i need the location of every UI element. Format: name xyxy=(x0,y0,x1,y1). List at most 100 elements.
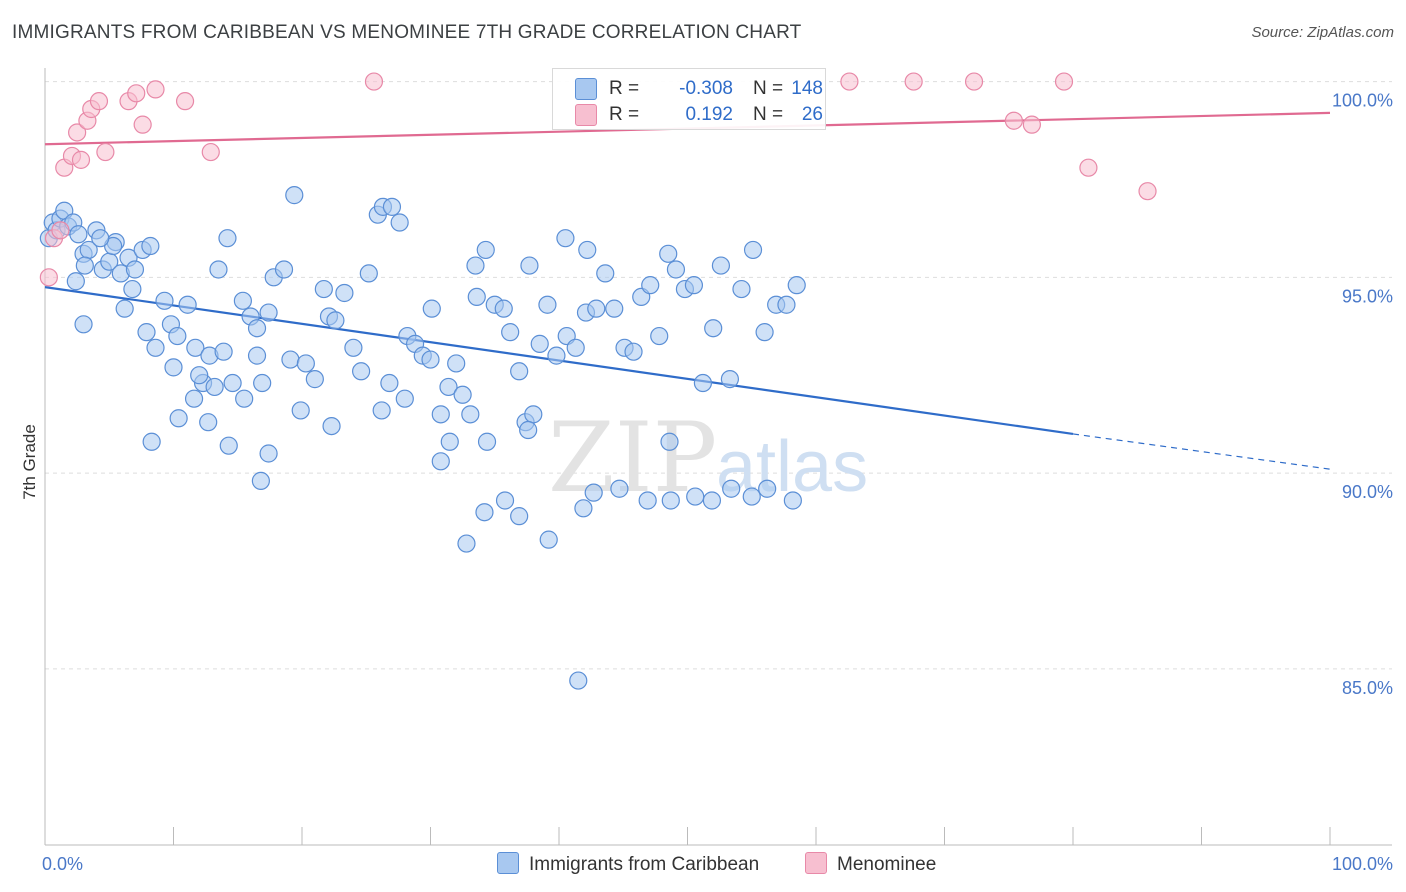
caribbean-point xyxy=(218,229,237,248)
legend-swatch-caribbean xyxy=(497,852,519,874)
menominee-point xyxy=(201,142,220,162)
caribbean-point xyxy=(247,346,267,365)
caribbean-trend-extension xyxy=(1072,433,1331,470)
caribbean-point xyxy=(547,346,566,365)
caribbean-point xyxy=(146,338,165,357)
caribbean-point xyxy=(168,326,187,346)
caribbean-point xyxy=(566,338,585,357)
caribbean-point xyxy=(74,315,93,334)
caribbean-point xyxy=(395,389,414,408)
caribbean-point xyxy=(461,405,480,424)
data-points xyxy=(39,72,1157,690)
caribbean-point xyxy=(380,373,399,393)
caribbean-point xyxy=(556,229,575,248)
menominee-point xyxy=(146,80,165,99)
caribbean-point xyxy=(431,452,450,471)
caribbean-point xyxy=(530,334,549,353)
caribbean-point xyxy=(422,299,441,318)
caribbean-point xyxy=(205,377,224,397)
caribbean-point xyxy=(476,240,495,260)
source-label: Source: ZipAtlas.com xyxy=(1251,24,1394,41)
caribbean-point xyxy=(296,354,315,373)
legend-label-menominee: Menominee xyxy=(837,854,937,875)
caribbean-point xyxy=(661,491,680,510)
legend-item-caribbean: Immigrants from Caribbean xyxy=(497,852,759,876)
y-tick-label: 90.0% xyxy=(1342,482,1393,502)
legend-n-value: 26 xyxy=(801,104,823,125)
caribbean-point xyxy=(75,256,94,275)
caribbean-point xyxy=(184,389,204,408)
menominee-point xyxy=(364,72,384,91)
caribbean-point xyxy=(214,342,233,361)
caribbean-point xyxy=(520,256,539,275)
caribbean-point xyxy=(335,283,354,303)
caribbean-point xyxy=(610,479,629,498)
caribbean-point xyxy=(219,436,238,455)
caribbean-point xyxy=(605,299,624,318)
caribbean-point xyxy=(199,413,218,432)
legend-item-menominee: Menominee xyxy=(805,852,936,876)
menominee-point xyxy=(51,221,70,240)
legend-r-label: R = xyxy=(609,104,640,125)
caribbean-point xyxy=(510,362,529,381)
y-tick-label: 95.0% xyxy=(1342,286,1393,306)
caribbean-point xyxy=(390,213,409,232)
caribbean-point xyxy=(743,240,763,260)
caribbean-point xyxy=(495,491,515,510)
menominee-point xyxy=(1004,111,1023,130)
x-tick-label: 0.0% xyxy=(42,854,83,874)
caribbean-point xyxy=(457,534,476,553)
caribbean-point xyxy=(659,244,678,263)
caribbean-point xyxy=(578,240,597,260)
legend-swatch-menominee xyxy=(575,104,597,126)
y-tick-label: 85.0% xyxy=(1342,678,1393,698)
caribbean-point xyxy=(66,272,85,291)
caribbean-point xyxy=(501,323,520,342)
caribbean-point xyxy=(638,491,657,510)
stats-legend: R = -0.308 N = 148 R = 0.192 N = 26 xyxy=(552,68,826,130)
caribbean-point xyxy=(431,405,450,424)
series-legend: Immigrants from Caribbean Menominee xyxy=(0,852,1406,878)
caribbean-point xyxy=(641,276,660,295)
caribbean-point xyxy=(372,401,391,420)
menominee-point xyxy=(68,123,87,142)
caribbean-point xyxy=(223,373,242,393)
caribbean-point xyxy=(519,420,538,440)
x-tick-label: 100.0% xyxy=(1332,854,1393,874)
legend-swatch-menominee xyxy=(805,852,827,874)
caribbean-point xyxy=(247,319,267,338)
menominee-point xyxy=(175,92,195,111)
caribbean-point xyxy=(510,507,529,526)
caribbean-point xyxy=(186,338,205,357)
caribbean-point xyxy=(777,295,796,314)
caribbean-point xyxy=(758,479,777,498)
menominee-point xyxy=(1054,72,1074,91)
legend-n-label: N = xyxy=(753,104,784,125)
caribbean-point xyxy=(494,299,513,318)
menominee-point xyxy=(1079,158,1098,177)
caribbean-point xyxy=(69,225,88,244)
y-tick-label: 100.0% xyxy=(1332,91,1393,111)
caribbean-point xyxy=(178,295,197,314)
caribbean-point xyxy=(91,229,110,248)
legend-r-label: R = xyxy=(609,78,640,99)
caribbean-point xyxy=(702,491,722,510)
menominee-point xyxy=(904,72,923,91)
caribbean-point xyxy=(115,299,134,318)
caribbean-point xyxy=(524,405,543,424)
caribbean-point xyxy=(686,487,705,506)
menominee-point xyxy=(964,72,984,91)
caribbean-point xyxy=(326,311,345,330)
caribbean-point xyxy=(584,483,603,502)
menominee-point xyxy=(96,142,115,162)
caribbean-point xyxy=(235,389,254,408)
caribbean-point xyxy=(322,416,341,436)
caribbean-point xyxy=(538,295,557,314)
caribbean-point xyxy=(259,444,278,463)
caribbean-point xyxy=(720,370,740,389)
menominee-point xyxy=(840,72,859,91)
menominee-point xyxy=(1022,115,1041,134)
caribbean-point xyxy=(755,323,774,342)
caribbean-point xyxy=(233,291,252,310)
